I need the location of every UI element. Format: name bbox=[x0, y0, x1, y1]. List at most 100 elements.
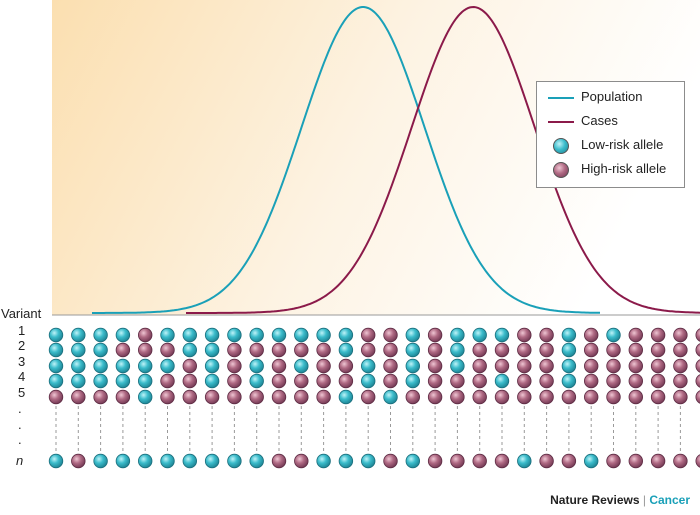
high-risk-allele bbox=[227, 389, 242, 405]
low-risk-allele bbox=[137, 358, 153, 374]
high-risk-allele bbox=[539, 373, 554, 389]
high-risk-allele bbox=[316, 373, 331, 389]
high-risk-allele bbox=[628, 342, 644, 358]
low-risk-allele bbox=[93, 453, 108, 469]
high-risk-allele bbox=[584, 389, 599, 405]
low-risk-allele bbox=[160, 453, 175, 469]
high-risk-allele bbox=[427, 373, 443, 389]
high-risk-allele bbox=[271, 453, 287, 469]
high-risk-allele bbox=[472, 453, 487, 469]
cases-line-icon bbox=[548, 121, 574, 123]
high-risk-allele bbox=[695, 374, 700, 388]
high-risk-allele bbox=[695, 390, 700, 404]
high-risk-allele bbox=[584, 342, 599, 358]
low-risk-allele bbox=[338, 342, 354, 358]
high-risk-allele bbox=[673, 453, 688, 469]
credit-separator: | bbox=[642, 493, 646, 507]
high-risk-allele bbox=[584, 373, 599, 389]
high-risk-allele bbox=[271, 389, 287, 405]
low-risk-allele bbox=[383, 389, 398, 405]
low-risk-allele bbox=[450, 342, 465, 358]
low-risk-allele bbox=[137, 389, 153, 405]
low-risk-allele bbox=[338, 389, 354, 405]
low-risk-allele bbox=[182, 327, 198, 343]
low-risk-allele bbox=[48, 342, 64, 358]
high-risk-allele bbox=[584, 327, 599, 343]
high-risk-allele bbox=[361, 389, 376, 405]
high-risk-allele bbox=[494, 453, 510, 469]
low-risk-allele bbox=[405, 453, 421, 469]
high-risk-allele bbox=[517, 358, 532, 374]
high-risk-allele bbox=[361, 327, 376, 343]
low-risk-allele bbox=[494, 373, 510, 389]
low-risk-allele bbox=[606, 327, 621, 343]
high-risk-allele bbox=[517, 342, 532, 358]
low-risk-allele bbox=[115, 327, 131, 343]
high-risk-allele bbox=[539, 389, 554, 405]
high-risk-allele bbox=[517, 327, 532, 343]
high-risk-allele bbox=[316, 358, 331, 374]
high-risk-allele bbox=[494, 342, 510, 358]
high-risk-allele bbox=[561, 389, 577, 405]
high-risk-allele bbox=[673, 373, 688, 389]
high-risk-allele bbox=[427, 327, 443, 343]
low-risk-allele bbox=[227, 453, 242, 469]
high-risk-allele bbox=[71, 389, 86, 405]
high-risk-allele bbox=[383, 358, 398, 374]
population-curve bbox=[92, 6, 600, 314]
low-risk-allele bbox=[249, 358, 264, 374]
low-risk-allele bbox=[204, 373, 220, 389]
low-risk-allele bbox=[294, 358, 309, 374]
high-risk-allele bbox=[628, 389, 644, 405]
high-risk-allele bbox=[472, 342, 487, 358]
high-risk-allele bbox=[271, 358, 287, 374]
high-risk-allele bbox=[271, 342, 287, 358]
cases-curve bbox=[186, 5, 700, 314]
row-label: 1 bbox=[18, 323, 25, 338]
high-risk-allele bbox=[450, 373, 465, 389]
high-risk-allele bbox=[204, 389, 220, 405]
high-risk-allele bbox=[71, 453, 86, 469]
low-risk-allele bbox=[338, 327, 354, 343]
low-risk-allele bbox=[115, 373, 131, 389]
low-risk-allele bbox=[361, 358, 376, 374]
high-risk-allele bbox=[517, 373, 532, 389]
low-risk-allele bbox=[584, 453, 599, 469]
high-risk-allele bbox=[450, 389, 465, 405]
high-risk-allele bbox=[695, 343, 700, 357]
low-risk-allele bbox=[361, 453, 376, 469]
legend-item-low-risk: Low-risk allele bbox=[537, 134, 686, 158]
low-risk-allele bbox=[160, 327, 175, 343]
high-risk-allele bbox=[271, 373, 287, 389]
high-risk-allele bbox=[628, 327, 644, 343]
high-risk-allele bbox=[561, 453, 577, 469]
high-risk-allele bbox=[539, 453, 554, 469]
high-risk-allele bbox=[137, 342, 153, 358]
low-risk-allele bbox=[249, 327, 264, 343]
low-risk-allele bbox=[160, 358, 175, 374]
low-risk-allele bbox=[204, 342, 220, 358]
low-risk-allele bbox=[561, 327, 577, 343]
high-risk-allele bbox=[606, 453, 621, 469]
low-risk-allele bbox=[182, 453, 198, 469]
high-risk-allele bbox=[182, 389, 198, 405]
low-risk-allele bbox=[227, 327, 242, 343]
low-risk-allele bbox=[48, 373, 64, 389]
low-risk-allele bbox=[71, 373, 86, 389]
high-risk-allele bbox=[517, 389, 532, 405]
legend-label: Population bbox=[581, 89, 643, 104]
high-risk-allele bbox=[539, 327, 554, 343]
low-risk-allele bbox=[316, 453, 331, 469]
high-risk-allele bbox=[338, 373, 354, 389]
legend-item-cases: Cases bbox=[537, 110, 686, 134]
low-risk-allele bbox=[561, 342, 577, 358]
high-risk-allele bbox=[93, 389, 108, 405]
row-label: n bbox=[16, 453, 23, 468]
high-risk-allele bbox=[695, 454, 700, 468]
legend-label: Low-risk allele bbox=[581, 137, 664, 152]
high-risk-allele bbox=[182, 373, 198, 389]
low-risk-allele bbox=[182, 342, 198, 358]
row-label: 3 bbox=[18, 354, 25, 369]
